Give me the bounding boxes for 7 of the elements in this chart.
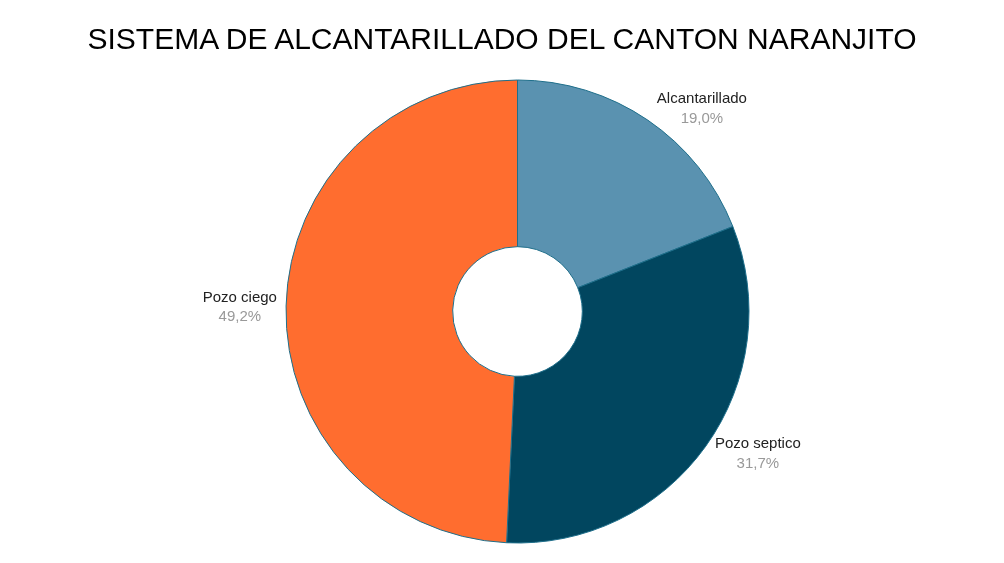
slice-label: Alcantarillado	[656, 89, 747, 107]
slice-label: Pozo septico	[714, 434, 801, 452]
chart-title: SISTEMA DE ALCANTARILLADO DEL CANTON NARANJITO	[87, 22, 917, 56]
data-label: 31,7%	[736, 453, 780, 471]
data-label: 19,0%	[680, 108, 724, 126]
slice-label: Pozo ciego	[202, 287, 277, 305]
data-label: 49,2%	[218, 307, 262, 325]
